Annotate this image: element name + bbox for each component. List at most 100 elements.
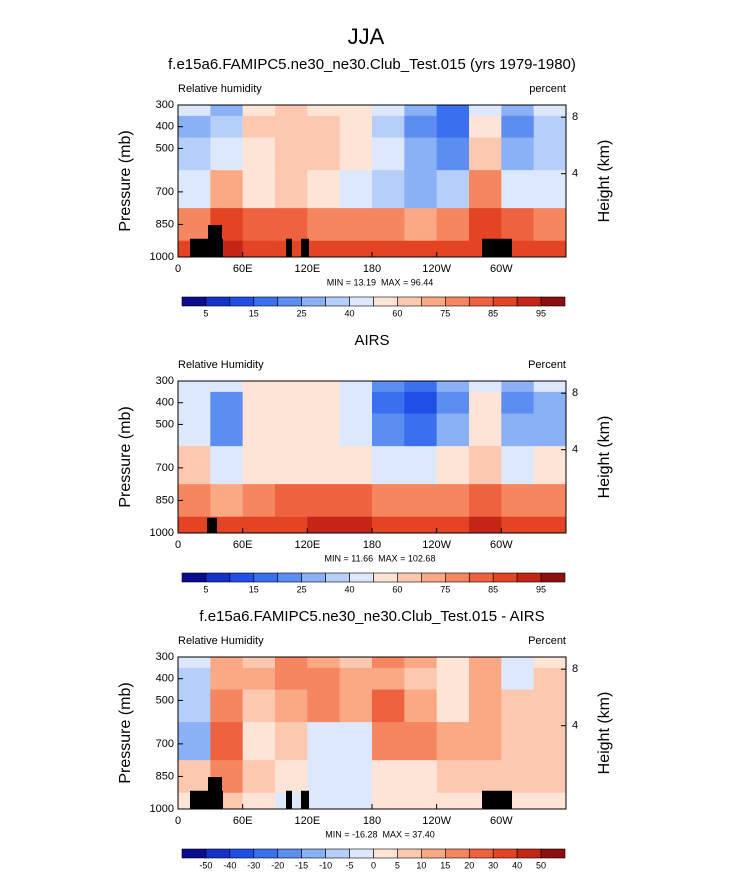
- y2-tick-label: 4: [572, 168, 578, 180]
- colorbar-box: [445, 848, 470, 859]
- colorbar-box: [540, 572, 566, 583]
- field-cell: [372, 413, 405, 447]
- field-cell: [178, 689, 211, 723]
- field-cell: [178, 484, 211, 518]
- colorbar-box: [229, 296, 255, 307]
- field-cell: [210, 657, 244, 669]
- field-cell: [501, 170, 535, 209]
- field-cell: [275, 170, 308, 209]
- field-cell: [501, 446, 535, 485]
- colorbar-label: -50: [199, 860, 212, 870]
- field-cell: [404, 792, 438, 810]
- y-tick-label: 700: [156, 186, 174, 198]
- field-cell: [242, 240, 276, 258]
- colorbar-label: 25: [297, 584, 307, 594]
- colorbar-box: [325, 296, 350, 307]
- colorbar-box: [253, 848, 279, 859]
- field-cell: [404, 208, 438, 242]
- field-cell: [178, 657, 211, 669]
- field-cell: [275, 446, 308, 485]
- field-cell: [210, 667, 244, 691]
- x-tick-label: 120W: [422, 263, 451, 275]
- field-cell: [178, 137, 211, 171]
- field-cell: [210, 381, 244, 393]
- field-cell: [307, 446, 341, 485]
- field-cell: [275, 667, 308, 691]
- y-tick-label: 1000: [150, 803, 174, 815]
- colorbar-label: 30: [488, 860, 498, 870]
- colorbar-box: [397, 572, 422, 583]
- stats: MIN = 13.19 MAX = 96.44: [327, 277, 434, 287]
- panel-title: AIRS: [354, 332, 389, 349]
- field-cell: [339, 381, 373, 393]
- field-cell: [501, 105, 535, 117]
- x-tick-label: 180: [363, 815, 381, 827]
- field-cell: [307, 137, 341, 171]
- colorbar-box: [445, 296, 470, 307]
- field-cell: [242, 170, 276, 209]
- field-cell: [404, 667, 438, 691]
- land-mask: [190, 790, 223, 809]
- y-tick-label: 500: [156, 142, 174, 154]
- field-cell: [307, 105, 341, 117]
- colorbar-label: -5: [346, 860, 354, 870]
- field-cell: [436, 381, 470, 393]
- field-cell: [339, 446, 373, 485]
- field-cell: [372, 170, 405, 209]
- field-cell: [436, 667, 470, 691]
- field-cell: [533, 381, 567, 393]
- colorbar-box: [229, 572, 255, 583]
- field-cell: [339, 689, 373, 723]
- field-cell: [436, 208, 470, 242]
- field-cell: [242, 516, 276, 534]
- field-cell: [533, 413, 567, 447]
- colorbar-box: [229, 848, 255, 859]
- field-cell: [501, 413, 535, 447]
- field-cell: [533, 115, 567, 139]
- y2-tick-label: 8: [572, 387, 578, 399]
- field-cell: [275, 689, 308, 723]
- colorbar-box: [421, 296, 446, 307]
- field-cell: [372, 105, 405, 117]
- field-cell: [242, 381, 276, 393]
- y-tick-label: 500: [156, 418, 174, 430]
- x-tick-label: 60E: [233, 263, 253, 275]
- field-cell: [210, 446, 244, 485]
- field-cell: [533, 516, 567, 534]
- field-cell: [339, 516, 373, 534]
- field-cell: [339, 105, 373, 117]
- field-cell: [469, 657, 502, 669]
- field-cell: [469, 391, 502, 415]
- land-mask: [301, 238, 309, 257]
- field-cell: [275, 722, 308, 761]
- field-cell: [372, 792, 405, 810]
- field-cell: [210, 170, 244, 209]
- field-cell: [275, 115, 308, 139]
- field-cell: [178, 760, 211, 794]
- y-tick-label: 850: [156, 218, 174, 230]
- field-cell: [501, 208, 535, 242]
- colorbar-label: 20: [464, 860, 474, 870]
- field-cell: [533, 240, 567, 258]
- colorbar-box: [205, 848, 231, 859]
- colorbar-label: 15: [249, 584, 259, 594]
- field-cell: [307, 413, 341, 447]
- y-axis-label: Pressure (mb): [117, 682, 134, 783]
- y-tick-label: 400: [156, 673, 174, 685]
- field-cell: [436, 446, 470, 485]
- field-cell: [339, 391, 373, 415]
- field-cell: [469, 381, 502, 393]
- colorbar-box: [253, 572, 279, 583]
- y2-tick-label: 4: [572, 720, 578, 732]
- colorbar-box: [468, 572, 494, 583]
- x-tick-label: 180: [363, 263, 381, 275]
- y-tick-label: 300: [156, 99, 174, 111]
- land-mask: [482, 238, 512, 257]
- field-cell: [533, 792, 567, 810]
- field-cell: [307, 667, 341, 691]
- field-cell: [533, 391, 567, 415]
- y-tick-label: 400: [156, 121, 174, 133]
- x-tick-label: 60W: [490, 263, 513, 275]
- colorbar-box: [301, 572, 326, 583]
